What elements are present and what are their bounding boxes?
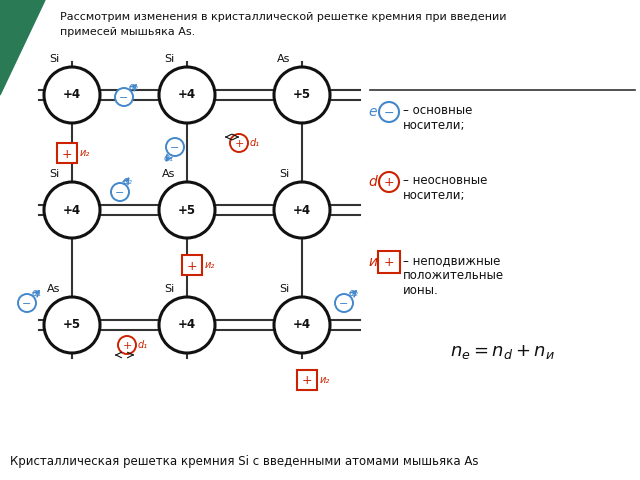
- Text: +5: +5: [178, 204, 196, 216]
- Text: +5: +5: [63, 319, 81, 332]
- Text: +: +: [384, 256, 394, 269]
- Text: +4: +4: [293, 204, 311, 216]
- Circle shape: [18, 294, 36, 312]
- Text: d₁: d₁: [250, 138, 260, 148]
- Text: – основные
носители;: – основные носители;: [403, 104, 472, 132]
- Circle shape: [159, 67, 215, 123]
- Text: Si: Si: [164, 54, 174, 64]
- Text: Si: Si: [164, 284, 174, 294]
- Text: $n_e=n_d+n_и$: $n_e=n_d+n_и$: [450, 343, 555, 361]
- Polygon shape: [0, 0, 45, 95]
- Text: −: −: [384, 107, 394, 120]
- Text: +: +: [122, 341, 132, 351]
- Text: −: −: [119, 93, 129, 103]
- Circle shape: [274, 67, 330, 123]
- Text: e₁: e₁: [32, 288, 42, 298]
- Text: d₁: d₁: [138, 340, 148, 350]
- Text: +: +: [61, 147, 72, 160]
- Text: −: −: [115, 188, 125, 198]
- Text: e₁: e₁: [163, 153, 173, 163]
- Text: e₂: e₂: [349, 288, 359, 298]
- Text: – неподвижные
положительные
ионы.: – неподвижные положительные ионы.: [403, 254, 504, 297]
- Circle shape: [111, 183, 129, 201]
- Text: Si: Si: [279, 169, 289, 179]
- Circle shape: [159, 297, 215, 353]
- Text: +: +: [234, 139, 244, 149]
- Text: Si: Si: [279, 284, 289, 294]
- Circle shape: [44, 182, 100, 238]
- Text: примесей мышьяка As.: примесей мышьяка As.: [60, 27, 195, 37]
- Circle shape: [230, 134, 248, 152]
- Text: и₂: и₂: [205, 260, 215, 270]
- Circle shape: [274, 297, 330, 353]
- Text: e₂: e₂: [122, 176, 132, 186]
- Text: +: +: [187, 260, 197, 273]
- Text: e₂: e₂: [129, 82, 139, 92]
- Circle shape: [159, 182, 215, 238]
- Text: Рассмотрим изменения в кристаллической решетке кремния при введении: Рассмотрим изменения в кристаллической р…: [60, 12, 506, 22]
- FancyBboxPatch shape: [57, 143, 77, 163]
- Text: и₂: и₂: [320, 375, 330, 385]
- Text: и₂: и₂: [80, 148, 90, 158]
- Text: As: As: [47, 284, 61, 294]
- Text: As: As: [163, 169, 176, 179]
- Text: −: −: [339, 299, 349, 309]
- Circle shape: [115, 88, 133, 106]
- Circle shape: [335, 294, 353, 312]
- Circle shape: [166, 138, 184, 156]
- Text: – неосновные
носители;: – неосновные носители;: [403, 174, 488, 202]
- FancyBboxPatch shape: [378, 251, 400, 273]
- Text: Si: Si: [49, 54, 59, 64]
- Circle shape: [44, 67, 100, 123]
- FancyBboxPatch shape: [182, 255, 202, 275]
- Text: e: e: [369, 105, 377, 119]
- Circle shape: [274, 182, 330, 238]
- Circle shape: [379, 172, 399, 192]
- Text: +4: +4: [178, 319, 196, 332]
- Text: +: +: [384, 177, 394, 190]
- Text: As: As: [277, 54, 291, 64]
- Text: +5: +5: [293, 88, 311, 101]
- Text: +4: +4: [63, 88, 81, 101]
- Text: +4: +4: [293, 319, 311, 332]
- Text: и: и: [368, 255, 377, 269]
- Text: Кристаллическая решетка кремния Si с введенными атомами мышьяка As: Кристаллическая решетка кремния Si с вве…: [10, 455, 479, 468]
- Text: d: d: [368, 175, 377, 189]
- Text: −: −: [170, 143, 180, 153]
- Text: Si: Si: [49, 169, 59, 179]
- Circle shape: [379, 102, 399, 122]
- Circle shape: [118, 336, 136, 354]
- Text: +4: +4: [63, 204, 81, 216]
- Text: −: −: [22, 299, 32, 309]
- Text: +4: +4: [178, 88, 196, 101]
- Text: +: +: [301, 374, 312, 387]
- FancyBboxPatch shape: [297, 370, 317, 390]
- Circle shape: [44, 297, 100, 353]
